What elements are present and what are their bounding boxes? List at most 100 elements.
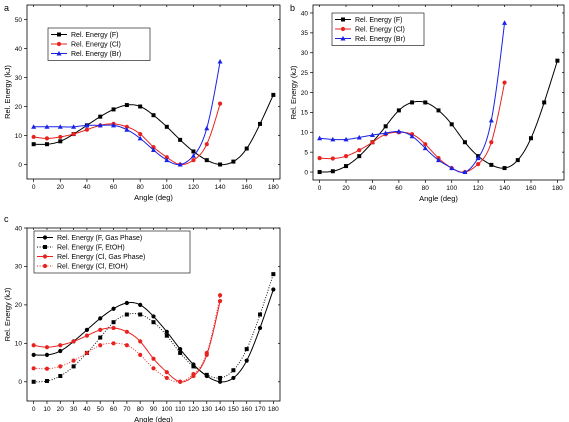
data-point [58,364,63,369]
y-tick-label: 10 [15,133,23,140]
data-point [44,136,50,141]
data-point [124,300,129,306]
x-tick-label: 80 [137,184,145,191]
data-point [71,364,76,369]
data-point [489,140,494,145]
legend-entry: Rel. Energy (Br) [355,36,405,43]
data-point [151,320,156,325]
data-point [317,135,323,141]
x-tick-label: 120 [473,185,484,192]
data-point [515,158,520,163]
data-point [58,139,63,144]
legend-entry: Rel. Energy (Cl) [355,27,405,34]
series-line-1 [33,103,221,166]
data-point [462,169,468,175]
data-point [84,327,90,332]
x-tick-label: 20 [57,406,65,413]
x-tick-label: 170 [255,406,266,413]
data-point [71,358,76,363]
x-tick-label: 140 [215,184,226,191]
data-point [257,325,263,331]
data-point [164,155,169,160]
y-tick-label: 40 [301,10,309,17]
x-tick-label: 180 [268,406,279,413]
x-tick-label: 40 [369,185,377,192]
data-point [204,158,209,163]
data-point [204,142,209,147]
data-point [191,149,196,154]
y-tick-label: 10 [15,341,23,348]
data-point [231,375,236,381]
data-point [151,145,156,150]
data-point [98,114,103,119]
data-point [151,113,156,118]
data-point [191,364,196,369]
data-point [44,352,50,357]
y-axis-label: Rel. Energy (kJ) [289,65,298,119]
x-tick-label: 160 [241,184,252,191]
x-axis-label: Angle (deg) [134,415,173,422]
legend: Rel. Energy (F) Rel. Energy (Cl) Rel. Ener… [47,27,151,61]
x-tick-label: 150 [228,406,239,413]
x-tick-label: 180 [268,184,279,191]
data-point [271,287,276,292]
x-tick-label: 0 [32,184,36,191]
data-point [164,375,169,381]
data-point [111,122,117,128]
data-point [84,122,90,128]
x-tick-label: 120 [188,406,199,413]
legend-entry: Rel. Energy (F) [355,17,402,24]
data-point [84,127,90,132]
data-point [124,127,130,132]
data-point [344,164,349,169]
y-tick-label: 20 [301,90,309,97]
data-point [31,134,36,140]
data-point [164,124,169,129]
data-point [396,128,402,134]
data-point [111,320,116,325]
data-point [57,124,63,129]
data-point [204,125,210,131]
x-tick-label: 20 [57,184,65,191]
plot-frame [26,4,281,180]
y-tick-label: 0 [18,379,22,386]
plot-area [31,272,276,384]
x-tick-label: 100 [161,406,172,413]
y-axis-label: Rel. Energy (kJ) [3,65,12,119]
data-point [97,122,103,128]
data-point [98,327,103,332]
data-point [71,124,77,129]
data-point [218,375,223,380]
data-point [330,136,336,142]
data-point [44,366,50,371]
data-point [177,161,183,167]
legend-entry: Rel. Energy (Cl, EtOH) [57,264,128,271]
y-tick-label: 0 [18,162,22,169]
legend-entry: Rel. Energy (Br) [71,51,121,58]
data-point [317,156,322,161]
x-tick-label: 70 [123,406,131,413]
data-point [58,134,63,140]
y-tick-label: 40 [15,46,23,53]
data-point [164,329,169,334]
data-point [244,358,249,363]
data-point [244,347,249,352]
data-point [138,104,143,109]
y-tick-label: 30 [15,264,23,271]
legend-marker [43,245,47,249]
data-point [502,20,508,25]
data-point [330,156,335,161]
legend-marker [57,32,61,37]
legend-marker [340,26,346,32]
data-point [58,348,63,354]
x-tick-label: 120 [188,184,199,191]
data-point [356,134,362,140]
data-point [204,372,209,377]
y-tick-label: 15 [301,110,309,117]
x-tick-label: 90 [150,406,158,413]
data-point [317,170,322,175]
x-tick-label: 60 [395,185,403,192]
legend-marker [56,41,62,47]
data-point [476,161,481,167]
